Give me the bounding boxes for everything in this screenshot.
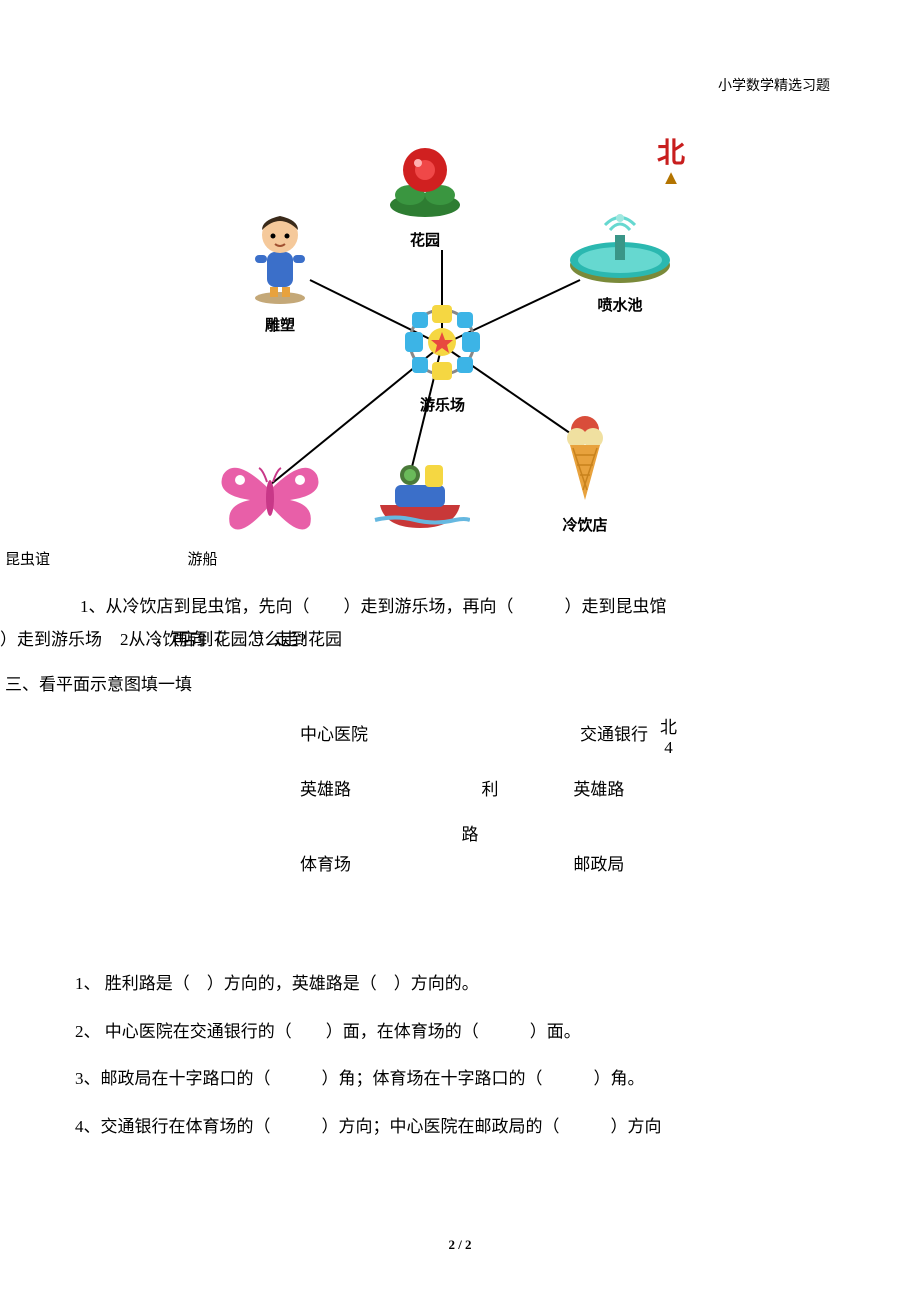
map-row-3: 体育场 邮政局	[240, 850, 700, 875]
map-hospital: 中心医院	[240, 720, 420, 745]
ferris-wheel-icon	[400, 300, 485, 390]
map-hero-road-e: 英雄路	[553, 775, 700, 800]
map-q2: 2、 中心医院在交通银行的（ ）面，在体育场的（ ）面。	[75, 1008, 865, 1056]
question-1-line1: 1、从冷饮店到昆虫馆，先向（ ）走到游乐场，再向（ ）走到昆虫馆	[80, 592, 900, 623]
fountain-label: 喷水池	[565, 294, 675, 315]
statue-label: 雕塑	[245, 314, 315, 335]
boat-icon	[370, 450, 470, 540]
node-butterfly	[215, 450, 325, 545]
section-3-title: 三、看平面示意图填一填	[5, 670, 192, 695]
diagram-bottom-labels: 昆虫谊 游船	[5, 548, 218, 569]
map-q4: 4、交通银行在体育场的（ ）方向；中心医院在邮政局的（ ）方向	[75, 1103, 865, 1151]
map-stadium: 体育场	[240, 850, 427, 875]
map-questions: 1、 胜利路是（ ）方向的，英雄路是（ ）方向的。 2、 中心医院在交通银行的（…	[75, 960, 865, 1150]
page-footer: 2 / 2	[0, 1237, 920, 1253]
statue-icon	[245, 210, 315, 310]
insect-hall-label: 昆虫谊	[5, 552, 50, 568]
map-lu-char: 路	[393, 820, 546, 845]
boat-label: 游船	[188, 552, 218, 568]
map-q1: 1、 胜利路是（ ）方向的，英雄路是（ ）方向的。	[75, 960, 865, 1008]
map-row-2b: 路	[240, 820, 700, 845]
map-li-char: 利	[427, 775, 554, 800]
map-bank: 交通银行	[540, 720, 700, 745]
node-amusement-park: 游乐场	[400, 300, 485, 415]
page-header-label: 小学数学精选习题	[718, 75, 830, 95]
map-q3: 3、邮政局在十字路口的（ ）角；体育场在十字路口的（ ）角。	[75, 1055, 865, 1103]
question-1-overlay: ，再向（ ）走到花园	[155, 625, 342, 656]
map-row-1: 中心医院 交通银行	[240, 720, 700, 745]
node-boat	[370, 450, 470, 540]
question-1-line2-left: ）走到游乐场	[0, 625, 102, 656]
drink-label: 冷饮店	[555, 514, 615, 535]
map-hero-road-w: 英雄路	[240, 775, 427, 800]
ice-cream-icon	[555, 410, 615, 510]
street-map: 中心医院 交通银行 英雄路 利 英雄路 路 体育场 邮政局	[240, 720, 700, 905]
map-row-2: 英雄路 利 英雄路	[240, 775, 700, 800]
flower-icon	[380, 140, 470, 225]
node-cold-drink: 冷饮店	[555, 410, 615, 535]
map-empty	[420, 720, 540, 745]
butterfly-icon	[215, 450, 325, 545]
fountain-icon	[565, 210, 675, 290]
park-diagram: 花园 雕塑	[0, 130, 920, 550]
node-fountain: 喷水池	[565, 210, 675, 315]
map-post-office: 邮政局	[553, 850, 700, 875]
node-flower-garden: 花园	[380, 140, 470, 250]
flower-label: 花园	[380, 229, 470, 250]
node-statue: 雕塑	[245, 210, 315, 335]
center-label: 游乐场	[400, 394, 485, 415]
